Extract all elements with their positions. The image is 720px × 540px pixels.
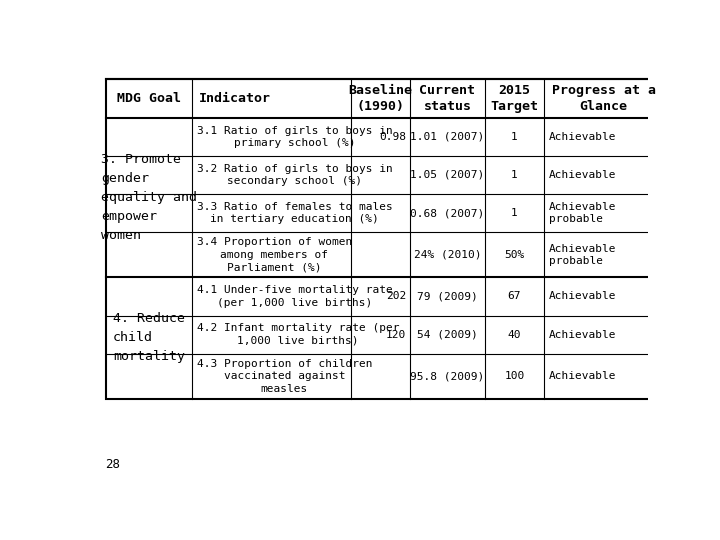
Text: 4.2 Infant mortality rate (per
1,000 live births): 4.2 Infant mortality rate (per 1,000 liv… [197,323,399,346]
Text: Achievable: Achievable [549,329,617,340]
Text: 0.98: 0.98 [379,132,406,141]
Text: 1.01 (2007): 1.01 (2007) [410,132,485,141]
Text: 1: 1 [511,170,518,180]
Text: 67: 67 [508,292,521,301]
Text: 50%: 50% [504,250,524,260]
Text: 3.1 Ratio of girls to boys in
primary school (%): 3.1 Ratio of girls to boys in primary sc… [197,125,392,148]
Text: Achievable: Achievable [549,132,617,141]
Text: 4. Reduce
child
mortality: 4. Reduce child mortality [113,313,185,363]
Text: 202: 202 [386,292,406,301]
Text: MDG Goal: MDG Goal [117,92,181,105]
Text: 2015
Target: 2015 Target [490,84,539,113]
Text: 79 (2009): 79 (2009) [417,292,478,301]
Text: 95.8 (2009): 95.8 (2009) [410,371,485,381]
Text: Current
status: Current status [419,84,475,113]
Text: Achievable
probable: Achievable probable [549,244,617,266]
Text: 24% (2010): 24% (2010) [414,250,481,260]
Text: 4.3 Proportion of children
vaccinated against
measles: 4.3 Proportion of children vaccinated ag… [197,359,372,394]
Text: Achievable: Achievable [549,170,617,180]
Text: 54 (2009): 54 (2009) [417,329,478,340]
Text: 40: 40 [508,329,521,340]
Text: 3.4 Proportion of women
among members of
Parliament (%): 3.4 Proportion of women among members of… [197,238,352,272]
Text: 4.1 Under-five mortality rate
(per 1,000 live births): 4.1 Under-five mortality rate (per 1,000… [197,285,392,308]
Text: Progress at a
Glance: Progress at a Glance [552,84,656,113]
Text: 1: 1 [511,208,518,218]
Text: Baseline
(1990): Baseline (1990) [348,84,413,113]
Text: Indicator: Indicator [199,92,271,105]
Text: 3. Promote
gender
equality and
empower
women: 3. Promote gender equality and empower w… [101,153,197,242]
Text: 100: 100 [504,371,524,381]
Text: Achievable: Achievable [549,292,617,301]
Text: Achievable: Achievable [549,371,617,381]
Text: 28: 28 [106,458,121,471]
Text: Achievable
probable: Achievable probable [549,202,617,225]
Text: 1: 1 [511,132,518,141]
Text: 3.2 Ratio of girls to boys in
secondary school (%): 3.2 Ratio of girls to boys in secondary … [197,164,392,186]
Text: 0.68 (2007): 0.68 (2007) [410,208,485,218]
Text: 1.05 (2007): 1.05 (2007) [410,170,485,180]
Bar [106,79,664,399]
Text: 3.3 Ratio of females to males
in tertiary education (%): 3.3 Ratio of females to males in tertiar… [197,202,392,225]
Text: 120: 120 [386,329,406,340]
